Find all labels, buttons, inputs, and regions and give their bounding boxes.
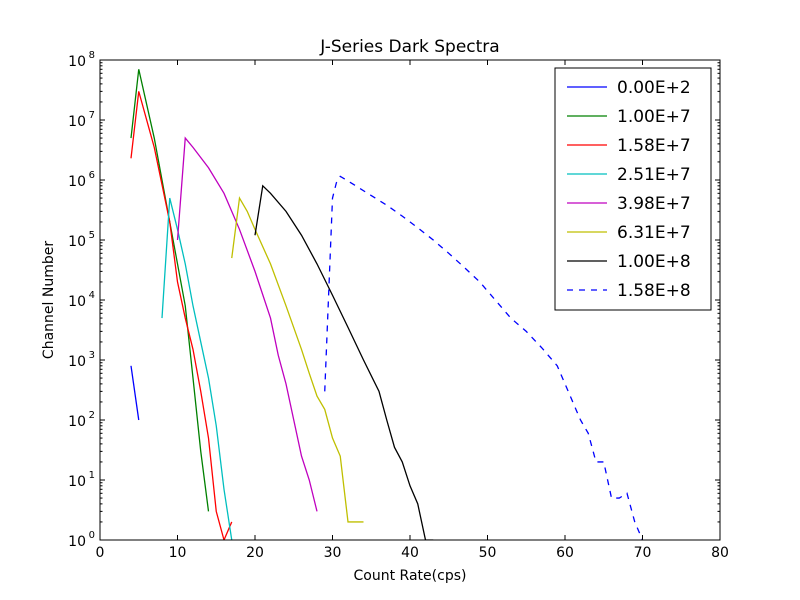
- legend-label: 1.58E+7: [617, 136, 691, 156]
- x-tick-label: 0: [96, 545, 105, 561]
- plot-lines: [130, 69, 644, 540]
- series-line-6: [231, 196, 364, 523]
- legend: 0.00E+2 1.00E+7 1.58E+7 2.51E+7 3.98E+7 6.31E…: [554, 67, 712, 311]
- legend-label: 1.58E+8: [617, 281, 691, 301]
- y-tick-exponent: 3: [89, 350, 95, 361]
- y-tick-label: 10: [68, 174, 86, 190]
- x-tick-label: 10: [169, 545, 187, 561]
- y-tick-exponent: 2: [89, 410, 95, 421]
- legend-label: 0.00E+2: [617, 78, 691, 98]
- y-tick-label: 10: [68, 414, 86, 430]
- x-tick-label: 80: [711, 545, 729, 561]
- y-tick-exponent: 6: [89, 170, 95, 181]
- y-tick-label: 10: [68, 234, 86, 250]
- chart-title: J-Series Dark Spectra: [319, 37, 499, 57]
- y-tick-exponent: 0: [89, 530, 95, 541]
- y-tick-exponent: 5: [89, 230, 95, 241]
- series-line-4: [161, 197, 233, 540]
- y-tick-exponent: 8: [89, 50, 95, 61]
- y-tick-label: 10: [68, 354, 86, 370]
- legend-label: 1.00E+7: [617, 107, 691, 127]
- y-tick-label: 10: [68, 54, 86, 70]
- legend-label: 3.98E+7: [617, 194, 691, 214]
- legend-box: [554, 67, 712, 311]
- legend-label: 2.51E+7: [617, 165, 691, 185]
- y-tick-exponent: 4: [89, 290, 95, 301]
- x-axis-label: Count Rate(cps): [354, 568, 467, 584]
- y-tick-label: 10: [68, 114, 86, 130]
- x-tick-label: 20: [246, 545, 264, 561]
- x-tick-label: 60: [556, 545, 574, 561]
- y-tick-label: 10: [68, 294, 86, 310]
- series-line-3: [130, 91, 233, 540]
- y-tick-label: 10: [68, 474, 86, 490]
- legend-label: 6.31E+7: [617, 223, 691, 243]
- y-tick-label: 10: [68, 534, 86, 550]
- series-line-1: [130, 365, 140, 421]
- x-tick-label: 70: [634, 545, 652, 561]
- x-tick-label: 40: [401, 545, 419, 561]
- y-axis-label: Channel Number: [41, 241, 57, 359]
- y-tick-exponent: 1: [89, 470, 95, 481]
- y-tick-exponent: 7: [89, 110, 95, 121]
- x-tick-label: 30: [324, 545, 342, 561]
- series-line-7: [254, 184, 434, 540]
- series-line-2: [130, 69, 210, 512]
- series-line-5: [176, 136, 318, 512]
- x-tick-label: 50: [479, 545, 497, 561]
- legend-label: 1.00E+8: [617, 252, 691, 272]
